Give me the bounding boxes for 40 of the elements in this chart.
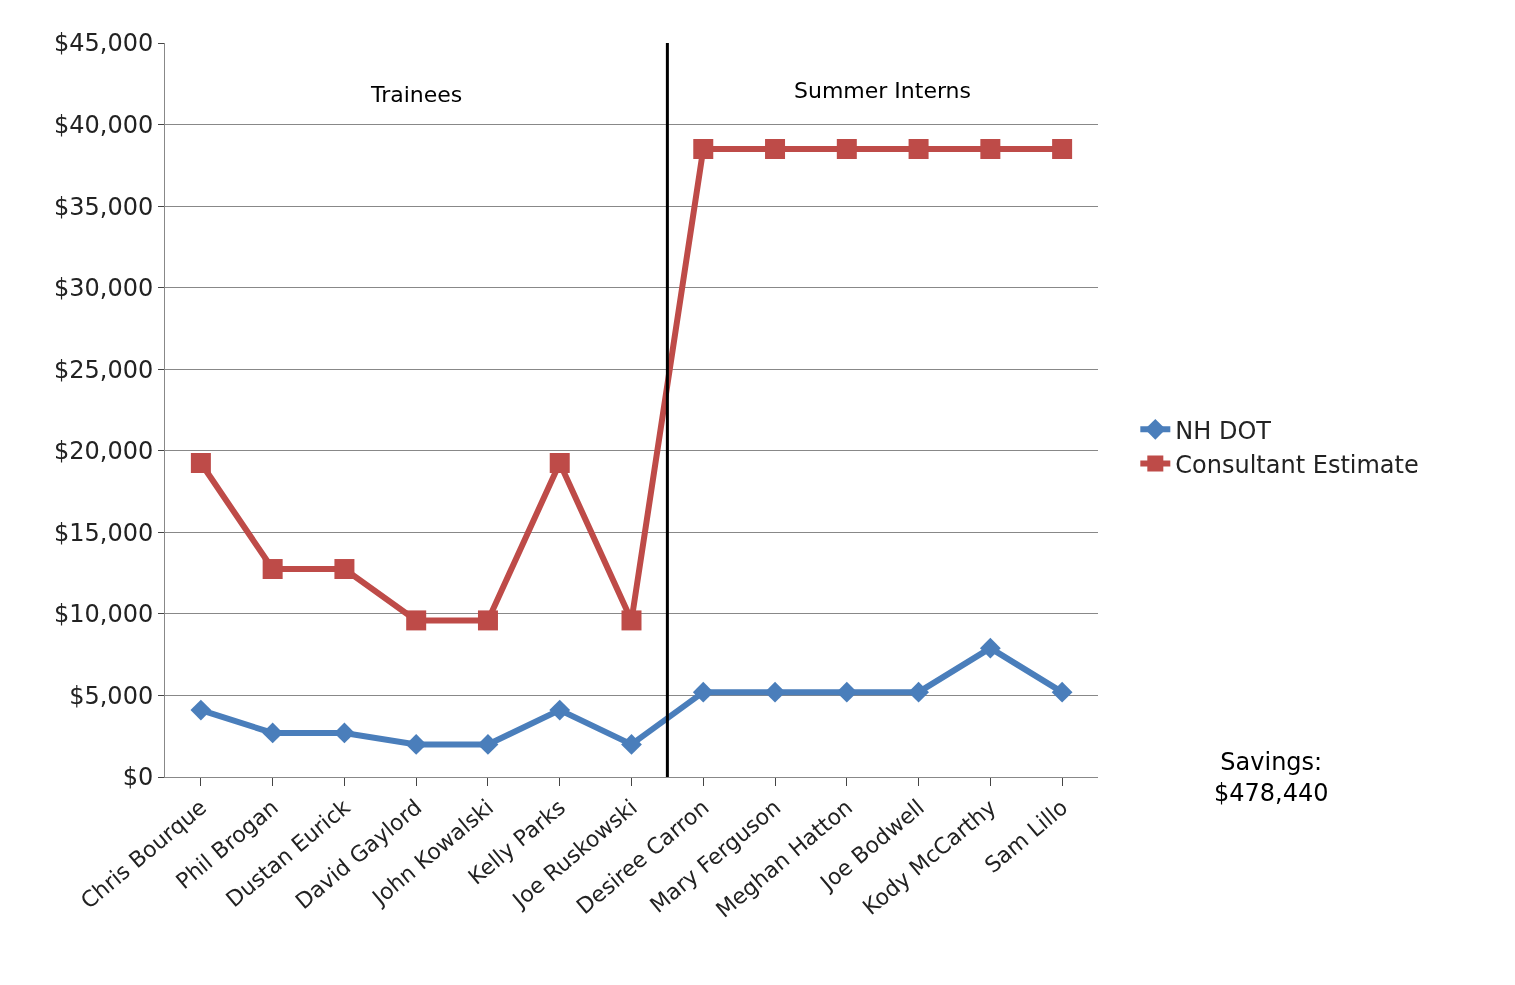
y-tick-label: $0 [122,763,154,792]
point [549,699,571,721]
point [693,139,714,160]
point [764,681,786,703]
y-tick-label: $40,000 [53,110,154,139]
point [1052,139,1073,160]
annotation: Summer Interns [794,78,971,103]
point [765,139,786,160]
y-tick-label: $25,000 [53,355,154,384]
point [477,610,498,631]
point [979,637,1001,659]
point [621,733,642,755]
y-tick-label: $30,000 [53,274,154,303]
point [190,699,212,721]
point [262,559,283,580]
point [549,453,570,474]
annotation: Trainees [370,82,463,107]
point [692,681,714,703]
point [477,733,499,755]
point [334,722,355,744]
point [406,610,427,631]
point [836,681,858,703]
y-tick-label: $45,000 [53,29,154,58]
point [405,733,427,755]
y-tick-label: $35,000 [53,192,154,221]
point [980,139,1001,160]
point [908,139,929,160]
point [836,139,857,160]
y-tick-label: $15,000 [53,518,154,547]
y-tick-label: $10,000 [53,600,154,629]
point [908,681,929,703]
text: Savings: $478,440 [1214,748,1329,808]
y-tick-label: $5,000 [69,681,154,710]
y-tick-label: $20,000 [53,437,154,466]
point [1051,681,1073,703]
legend-label: Consultant Estimate [1175,450,1419,479]
point [190,453,211,474]
point [621,610,642,631]
point [334,559,355,580]
legend-label: NH DOT [1175,416,1272,445]
